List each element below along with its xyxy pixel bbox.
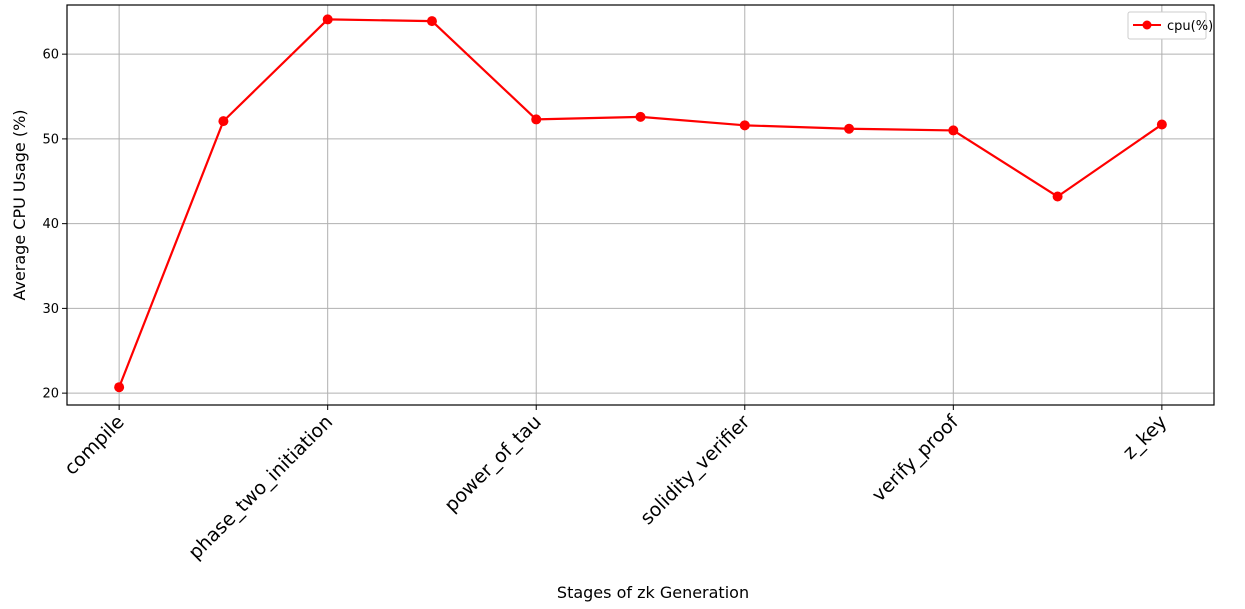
x-axis-ticks: compile phase_two_initiation power_of_tau s… bbox=[60, 405, 1171, 564]
data-point bbox=[322, 14, 333, 25]
legend-marker-swatch bbox=[1142, 20, 1152, 30]
legend-label: cpu(%) bbox=[1167, 19, 1213, 34]
x-tick-label: compile bbox=[60, 411, 129, 480]
y-tick-label: 20 bbox=[42, 387, 59, 402]
legend: cpu(%) bbox=[1127, 11, 1213, 40]
y-tick-label: 60 bbox=[42, 48, 59, 63]
x-tick-label: power_of_tau bbox=[440, 411, 545, 516]
data-point bbox=[844, 123, 855, 134]
series-line bbox=[118, 18, 1163, 388]
y-axis-label: Average CPU Usage (%) bbox=[10, 109, 29, 300]
data-point bbox=[739, 120, 750, 131]
data-point bbox=[948, 125, 959, 136]
data-point bbox=[1156, 119, 1167, 130]
data-point bbox=[426, 16, 437, 27]
x-tick-label: z_key bbox=[1119, 411, 1172, 464]
plot-area-frame bbox=[66, 4, 1215, 406]
x-tick-label: solidity_verifier bbox=[636, 411, 754, 529]
legend-frame bbox=[1127, 11, 1207, 40]
series-layer bbox=[114, 14, 1167, 393]
y-tick-label: 50 bbox=[42, 132, 59, 147]
y-tick-label: 30 bbox=[42, 302, 59, 317]
data-point bbox=[531, 114, 542, 125]
data-point bbox=[1052, 191, 1063, 202]
x-tick-label: verify_proof bbox=[868, 410, 964, 506]
data-point bbox=[635, 111, 646, 122]
data-point bbox=[114, 382, 125, 393]
y-axis-ticks: 20 30 40 50 60 bbox=[42, 48, 67, 402]
y-tick-label: 40 bbox=[42, 217, 59, 232]
x-axis-label: Stages of zk Generation bbox=[557, 583, 749, 602]
grid bbox=[67, 5, 1214, 405]
data-point bbox=[218, 116, 229, 127]
x-tick-label: phase_two_initiation bbox=[184, 411, 337, 564]
